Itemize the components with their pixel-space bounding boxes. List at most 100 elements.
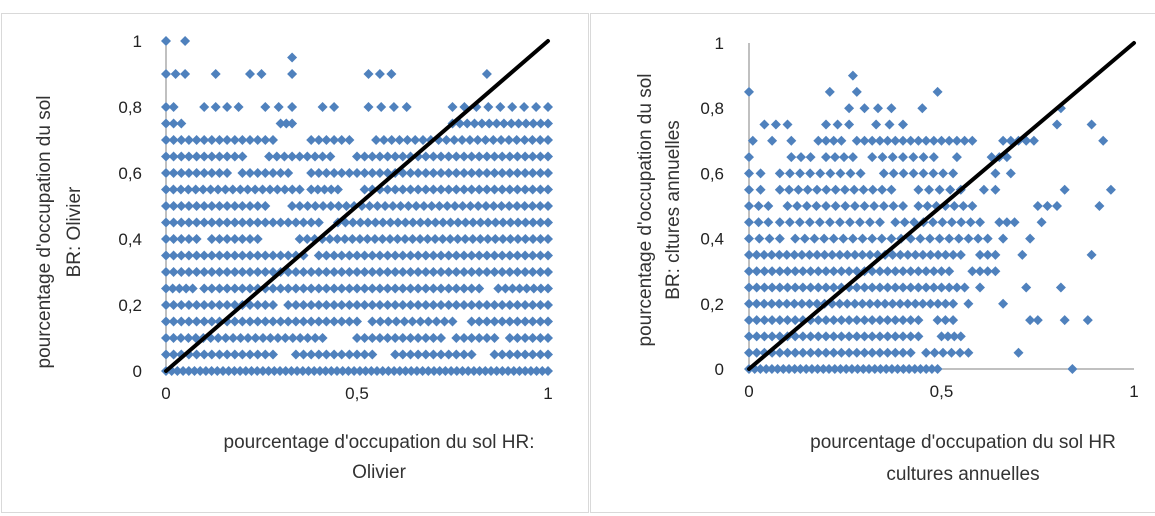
data-point	[168, 118, 179, 129]
data-point	[874, 217, 885, 228]
data-point	[888, 168, 899, 179]
data-point	[872, 298, 883, 309]
data-point	[904, 364, 915, 374]
x-axis-title: cultures annuelles	[886, 464, 1039, 485]
data-point	[161, 184, 171, 195]
data-point	[222, 349, 233, 360]
data-point	[844, 119, 855, 130]
data-point	[374, 168, 385, 178]
data-point	[321, 267, 332, 277]
data-point	[352, 316, 362, 327]
data-point	[948, 249, 959, 260]
data-point	[390, 267, 401, 277]
data-point	[374, 151, 385, 162]
data-point	[199, 151, 210, 162]
data-point	[932, 315, 943, 326]
data-point	[774, 347, 785, 358]
data-point	[377, 234, 388, 244]
data-point	[797, 331, 808, 342]
data-point	[824, 86, 835, 97]
data-point	[836, 315, 847, 326]
data-point	[191, 349, 202, 360]
data-point	[206, 366, 217, 376]
data-point	[423, 316, 434, 327]
data-point	[260, 135, 271, 145]
data-point	[543, 118, 553, 129]
data-point	[488, 201, 499, 211]
data-point	[913, 282, 924, 293]
data-point	[519, 135, 530, 145]
data-point	[199, 217, 210, 228]
data-point	[413, 349, 424, 360]
data-point	[290, 267, 301, 277]
data-point	[313, 316, 324, 327]
data-point	[385, 217, 396, 228]
data-point	[407, 217, 418, 228]
data-point	[990, 184, 1001, 195]
data-point	[480, 135, 491, 145]
data-point	[359, 250, 370, 261]
y-tick-label: 0,2	[118, 296, 142, 315]
data-point	[344, 250, 355, 261]
data-point	[949, 201, 960, 211]
data-point	[268, 349, 278, 360]
data-point	[802, 184, 813, 195]
data-point	[751, 249, 762, 260]
data-point	[998, 135, 1009, 146]
data-point	[451, 283, 462, 294]
data-point	[821, 331, 831, 342]
data-point	[858, 184, 869, 195]
data-point	[401, 102, 412, 112]
data-point	[468, 217, 478, 228]
data-point	[813, 331, 824, 342]
data-point	[191, 300, 202, 310]
data-point	[805, 266, 816, 277]
data-point	[306, 300, 317, 310]
data-point	[1055, 282, 1066, 293]
data-point	[767, 135, 778, 146]
data-point	[543, 217, 553, 228]
data-point	[792, 201, 803, 211]
data-point	[751, 298, 762, 309]
data-point	[951, 135, 962, 146]
data-point	[794, 217, 805, 228]
data-point	[882, 331, 893, 342]
data-point	[347, 234, 358, 244]
data-point	[869, 201, 880, 211]
data-point	[287, 118, 298, 129]
data-point	[937, 217, 948, 228]
data-point	[940, 298, 951, 309]
data-point	[481, 333, 492, 343]
data-point	[283, 283, 294, 294]
data-point	[422, 234, 433, 244]
data-point	[789, 298, 800, 309]
data-point	[781, 298, 792, 309]
data-point	[921, 266, 932, 277]
data-point	[367, 283, 378, 294]
data-point	[355, 217, 366, 228]
data-point	[443, 250, 454, 261]
data-point	[887, 298, 898, 309]
data-point	[329, 267, 340, 277]
data-point	[354, 366, 365, 376]
data-point	[898, 315, 908, 326]
data-point	[890, 266, 901, 277]
data-point	[332, 234, 343, 244]
data-point	[392, 234, 403, 244]
data-point	[959, 282, 970, 293]
data-point	[422, 217, 433, 228]
data-point	[306, 267, 317, 277]
data-point	[367, 300, 378, 310]
data-point	[459, 184, 469, 195]
reference-line	[747, 41, 1136, 371]
data-point	[774, 184, 785, 195]
data-point	[161, 234, 171, 244]
data-point	[543, 184, 553, 195]
data-point	[366, 366, 377, 376]
data-point	[317, 333, 328, 343]
data-point	[287, 69, 298, 79]
data-point	[514, 283, 525, 294]
data-point	[975, 282, 985, 293]
data-point	[376, 102, 387, 112]
data-point	[199, 135, 210, 145]
